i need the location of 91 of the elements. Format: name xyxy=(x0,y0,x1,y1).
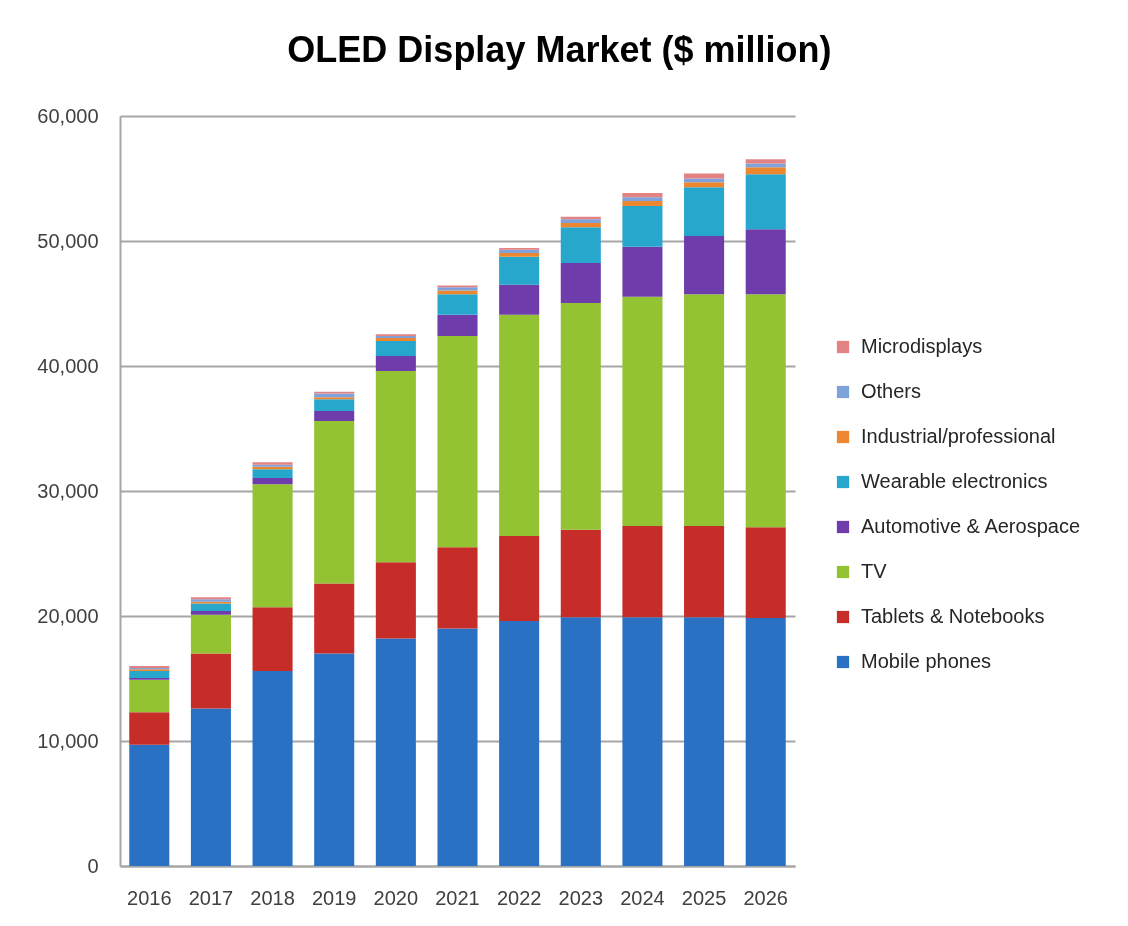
bar xyxy=(499,536,540,621)
bar xyxy=(437,314,478,336)
x-tick-label: 2025 xyxy=(681,886,727,909)
bar xyxy=(129,671,170,678)
legend-label: Industrial/professional xyxy=(861,425,1056,447)
x-tick-label: 2026 xyxy=(743,886,788,909)
bar xyxy=(622,296,663,526)
bar xyxy=(684,294,725,526)
bar xyxy=(745,294,786,528)
bar xyxy=(560,222,601,228)
y-tick-label: 40,000 xyxy=(37,354,99,377)
bar xyxy=(375,638,416,866)
bar xyxy=(252,484,293,608)
x-tick-label: 2018 xyxy=(250,886,295,909)
x-tick-label: 2016 xyxy=(127,886,172,909)
legend-label: Others xyxy=(861,380,922,402)
bar xyxy=(190,603,231,611)
y-tick-label: 60,000 xyxy=(37,104,99,127)
x-tick-label: 2021 xyxy=(435,886,480,909)
bar xyxy=(622,192,663,198)
bar xyxy=(684,617,725,866)
bar xyxy=(622,246,663,297)
bar xyxy=(129,679,170,713)
bar xyxy=(560,262,601,303)
x-tick-label: 2019 xyxy=(311,886,357,909)
x-tick-label: 2023 xyxy=(558,886,604,909)
bar xyxy=(499,621,540,866)
bar xyxy=(437,290,478,295)
x-tick-label: 2022 xyxy=(496,886,542,909)
bar xyxy=(252,607,293,671)
bar xyxy=(252,477,293,485)
bar xyxy=(190,614,231,654)
bar xyxy=(622,197,663,201)
chart-title: OLED Display Market ($ million) xyxy=(287,29,832,70)
x-tick-label: 2020 xyxy=(373,886,419,909)
bar xyxy=(314,653,355,866)
bar xyxy=(252,671,293,866)
y-tick-label: 10,000 xyxy=(37,729,99,752)
bar xyxy=(560,227,601,263)
legend-label: Wearable electronics xyxy=(861,470,1048,492)
bar xyxy=(190,653,231,709)
y-tick-label: 30,000 xyxy=(37,479,99,502)
bar xyxy=(684,173,725,179)
bar xyxy=(745,159,786,164)
bar xyxy=(684,236,725,295)
bar xyxy=(252,469,293,478)
bar xyxy=(437,628,478,866)
y-tick-label: 20,000 xyxy=(37,604,99,627)
bar xyxy=(314,583,355,654)
x-tick-label: 2024 xyxy=(620,886,665,909)
bar xyxy=(745,174,786,230)
bar xyxy=(745,167,786,175)
bar xyxy=(314,411,355,421)
bar xyxy=(560,302,601,530)
bar xyxy=(684,182,725,188)
bar xyxy=(437,547,478,629)
y-tick-label: 50,000 xyxy=(37,229,99,252)
bar xyxy=(375,341,416,356)
bar xyxy=(375,562,416,639)
bar xyxy=(375,356,416,371)
bar xyxy=(129,744,170,866)
x-tick-label: 2017 xyxy=(188,886,234,909)
bar xyxy=(622,206,663,247)
bar xyxy=(684,187,725,236)
legend-label: Microdisplays xyxy=(861,335,983,357)
bar xyxy=(190,611,231,615)
bar xyxy=(499,256,540,285)
y-tick-label: 0 xyxy=(87,854,99,877)
bar xyxy=(129,712,170,745)
bar xyxy=(437,336,478,548)
bar xyxy=(745,229,786,295)
legend-label: Tablets & Notebooks xyxy=(861,605,1045,627)
bar xyxy=(190,708,231,866)
legend-label: Automotive & Aerospace xyxy=(861,515,1081,537)
bar xyxy=(375,371,416,563)
bar xyxy=(622,617,663,866)
legend-label: TV xyxy=(861,560,888,582)
bar xyxy=(499,284,540,315)
bar xyxy=(745,527,786,618)
bar xyxy=(560,529,601,618)
bar xyxy=(622,526,663,618)
bar xyxy=(437,294,478,315)
bar xyxy=(560,617,601,866)
bar xyxy=(499,252,540,257)
bar xyxy=(622,201,663,206)
bar xyxy=(314,421,355,584)
bar xyxy=(684,526,725,618)
bar xyxy=(745,617,786,866)
bar xyxy=(314,399,355,411)
bar xyxy=(499,314,540,536)
legend-label: Mobile phones xyxy=(861,650,992,672)
